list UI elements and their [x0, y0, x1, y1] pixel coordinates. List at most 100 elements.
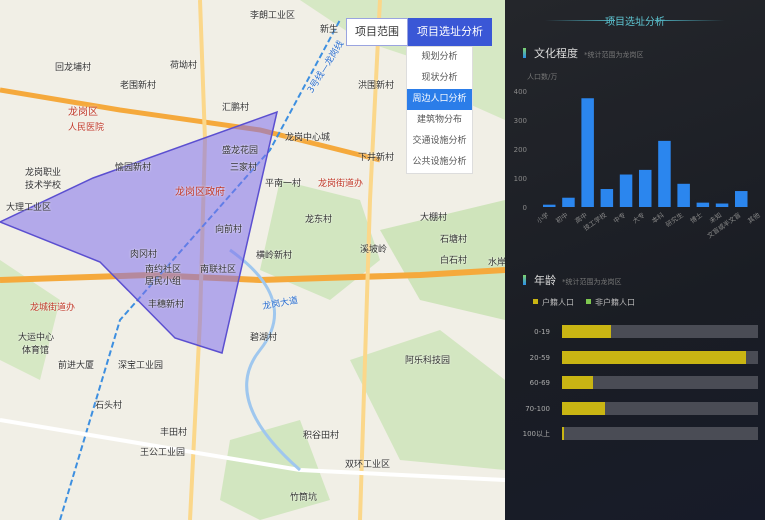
map-label: 汇鹏村 [222, 103, 250, 113]
age-bar-track[interactable] [562, 325, 758, 338]
y-tick-label: 200 [514, 146, 527, 154]
bar[interactable] [735, 191, 748, 207]
analysis-dropdown: 规划分析 现状分析 周边人口分析 建筑物分布 交通设施分析 公共设施分析 [406, 46, 473, 174]
map-label: 龙东村 [305, 215, 333, 225]
map-label: 龙岗区 [68, 107, 98, 118]
map-label: 龙岗中心城 [285, 133, 331, 143]
map-label: 向前村 [215, 225, 243, 235]
age-bar-fill [562, 427, 564, 440]
map-label: 大棚村 [420, 213, 448, 223]
map-label: 新生 [320, 25, 339, 35]
tab-site-analysis[interactable]: 项目选址分析 [408, 18, 492, 46]
map-label: 人民医院 [68, 123, 105, 133]
map-label: 南联社区 [200, 265, 237, 275]
age-bar-track[interactable] [562, 350, 758, 364]
age-bar-track[interactable] [562, 401, 758, 415]
map-label: 碧湖村 [250, 333, 278, 343]
age-row: 20-59 [505, 350, 765, 365]
bar[interactable] [639, 169, 652, 207]
bar[interactable] [715, 203, 729, 207]
age-section-title: 年龄 *统计范围为龙岗区 [523, 272, 622, 288]
map-label: 体育馆 [22, 346, 50, 356]
age-label: 70-100 [525, 404, 550, 413]
y-tick-label: 300 [514, 117, 527, 125]
map-label: 水岸 [488, 258, 505, 268]
map-label: 积谷田村 [303, 431, 340, 441]
map-label: 平南一村 [265, 179, 302, 189]
bar[interactable] [619, 174, 633, 207]
age-row: 0-19 [505, 325, 765, 339]
map-label: 丰穗新村 [148, 300, 185, 310]
map-label: 龙岗街道办 [318, 179, 364, 189]
menu-item-public-facilities[interactable]: 公共设施分析 [412, 157, 467, 167]
map-label: 石头村 [95, 401, 123, 411]
bar[interactable] [581, 98, 594, 207]
age-bar-fill [562, 350, 747, 364]
map-label: 大理工业区 [6, 203, 52, 213]
age-bar-track[interactable] [562, 427, 758, 440]
map-label: 荷坳村 [170, 61, 198, 71]
education-ylabel: 人口数/万 [527, 73, 558, 81]
top-menu: 项目范围 项目选址分析 [346, 18, 492, 46]
map-label: 白石村 [440, 256, 468, 266]
map-label: 阿乐科技园 [405, 356, 451, 366]
map-label: 三家村 [230, 163, 258, 173]
legend-item[interactable]: 户籍人口 [533, 297, 574, 308]
map-label: 石塘村 [440, 235, 468, 245]
map-label: 双环工业区 [345, 460, 391, 470]
map-label: 横岭新村 [256, 251, 293, 261]
education-title: 文化程度 [534, 47, 578, 60]
map-label: 大运中心 [18, 333, 55, 343]
age-label: 60-69 [529, 379, 550, 387]
map-label: 龙岗区政府 [175, 187, 225, 198]
x-tick-label: 研究生 [664, 210, 686, 229]
bar[interactable] [562, 197, 575, 207]
bar[interactable] [543, 204, 556, 207]
menu-item-planning[interactable]: 规划分析 [421, 52, 458, 62]
map-label: 下井新村 [358, 153, 395, 163]
map-label: 溪坡岭 [360, 245, 388, 255]
map-label: 盛龙花园 [222, 146, 259, 156]
bar[interactable] [600, 189, 614, 207]
bar[interactable] [696, 202, 710, 207]
bar[interactable] [658, 140, 671, 207]
age-bar-fill [562, 401, 606, 415]
x-tick-label: 初中 [554, 210, 570, 225]
age-note: *统计范围为龙岗区 [562, 278, 622, 286]
map-label: 愉园新村 [115, 163, 152, 173]
x-tick-label: 小学 [535, 210, 551, 225]
age-row: 100以上 [505, 427, 765, 441]
map-label: 龙岗职业 [25, 168, 62, 178]
bar[interactable] [677, 183, 690, 207]
y-tick-label: 400 [514, 88, 527, 96]
map-label: 南约社区 [145, 265, 182, 275]
education-note: *统计范围为龙岗区 [584, 51, 644, 59]
age-bar-track[interactable] [562, 376, 758, 389]
map-label: 居民小组 [145, 277, 182, 287]
menu-item-status[interactable]: 现状分析 [421, 73, 458, 83]
menu-item-buildings[interactable]: 建筑物分布 [416, 115, 462, 125]
x-tick-label: 大专 [631, 210, 647, 225]
legend-item[interactable]: 非户籍人口 [586, 297, 635, 308]
map-label: 龙城街道办 [30, 303, 76, 313]
map-label: 洪围新村 [358, 81, 395, 91]
panel-title: 项目选址分析 [505, 13, 765, 28]
map-label: 前进大厦 [58, 361, 95, 371]
x-tick-label: 文盲或半文盲 [705, 210, 743, 240]
age-label: 100以上 [522, 430, 550, 438]
menu-item-transport[interactable]: 交通设施分析 [412, 136, 467, 146]
map-label: 老围新村 [120, 81, 157, 91]
y-tick-label: 100 [514, 175, 527, 183]
menu-item-population[interactable]: 周边人口分析 [407, 89, 472, 110]
x-tick-label: 中专 [611, 210, 627, 225]
age-bar-fill [562, 376, 594, 389]
age-bar-fill [562, 325, 611, 338]
x-tick-label: 其他 [746, 210, 762, 225]
map-label: 竹筒坑 [290, 493, 318, 503]
y-tick-label: 0 [523, 204, 527, 212]
analysis-panel: 项目选址分析 文化程度 *统计范围为龙岗区 人口数/万 0 100 200 300 400… [505, 0, 765, 520]
age-legend: 户籍人口 非户籍人口 [533, 297, 635, 308]
tab-project-scope[interactable]: 项目范围 [346, 18, 408, 46]
age-title: 年龄 [534, 274, 556, 287]
